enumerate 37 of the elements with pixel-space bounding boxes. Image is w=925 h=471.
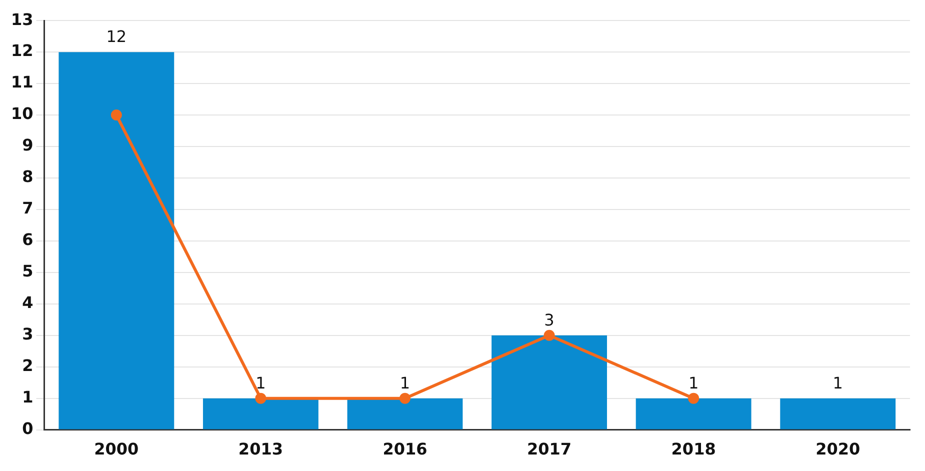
x-tick-label: 2017 <box>527 440 572 459</box>
bar <box>58 52 174 430</box>
x-tick-label: 2020 <box>816 440 860 459</box>
y-tick-label: 5 <box>22 262 34 281</box>
x-tick-label: 2013 <box>238 440 283 459</box>
y-tick-label: 1 <box>22 387 34 406</box>
data-label: 12 <box>106 27 127 46</box>
y-tick-label: 4 <box>22 293 34 312</box>
y-tick-label: 13 <box>11 10 34 29</box>
y-tick-label: 11 <box>11 72 34 92</box>
point <box>255 392 266 404</box>
data-label: 1 <box>688 373 699 392</box>
bar <box>780 398 896 430</box>
y-tick-label: 7 <box>22 198 34 218</box>
point <box>110 110 122 121</box>
y-tick-label: 12 <box>11 41 34 60</box>
y-tick-label: 3 <box>22 324 34 344</box>
bar <box>636 398 752 430</box>
data-label: 1 <box>832 373 843 392</box>
data-label: 3 <box>544 310 554 330</box>
y-tick-label: 9 <box>22 136 34 155</box>
bar <box>492 335 607 430</box>
y-tick-label: 2 <box>22 356 34 375</box>
data-label: 1 <box>256 373 266 392</box>
point <box>688 392 700 404</box>
y-tick-label: 10 <box>11 104 34 124</box>
x-tick-label: 2018 <box>671 440 716 459</box>
y-tick-label: 0 <box>22 418 34 438</box>
x-tick-label: 2016 <box>382 440 428 459</box>
y-tick-label: 8 <box>22 167 34 186</box>
bar <box>202 398 318 430</box>
data-label: 1 <box>400 373 410 392</box>
bar <box>347 398 463 430</box>
y-tick-label: 6 <box>22 230 34 250</box>
point <box>544 330 555 341</box>
x-tick-label: 2000 <box>94 440 139 459</box>
point <box>399 392 410 404</box>
